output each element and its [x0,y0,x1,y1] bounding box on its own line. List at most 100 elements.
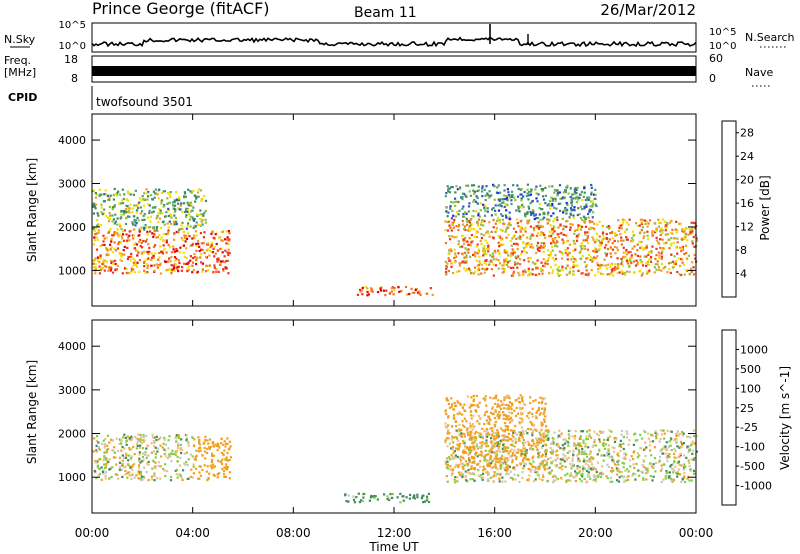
radar-cell [178,196,181,199]
radar-cell [206,451,209,455]
radar-cell [486,192,489,195]
radar-cell [542,475,545,479]
radar-cell [586,236,589,239]
radar-cell [549,471,552,474]
radar-cell [607,227,610,230]
radar-cell [139,473,142,476]
radar-cell [453,256,456,260]
radar-cell [624,256,627,259]
radar-cell [612,267,615,270]
radar-cell [388,498,391,502]
radar-cell [497,403,500,406]
radar-cell [469,422,472,425]
radar-cell [517,271,520,274]
colorbar-tick-label: 1000 [740,343,768,356]
radar-cell [484,204,487,207]
noise-panel: N.Sky 10^5 10^0 10^5 10^0 N.Search [4,20,795,53]
radar-cell [679,432,682,436]
radar-cell [107,447,110,451]
radar-cell [472,404,475,407]
radar-cell [515,242,518,245]
radar-cell [616,271,619,274]
radar-cell [494,230,497,234]
radar-cell [447,437,450,440]
radar-cell [487,479,490,482]
radar-cell [535,274,538,277]
colorbar-tick-label: 100 [740,382,761,395]
radar-cell [503,396,506,399]
radar-cell [206,447,209,450]
radar-cell [663,432,666,435]
radar-cell [203,446,206,450]
radar-cell [461,465,464,469]
radar-cell [167,244,170,247]
radar-cell [172,264,175,267]
radar-cell [638,224,641,227]
radar-cell [687,233,690,236]
radar-cell [92,259,95,262]
radar-cell [551,185,554,188]
radar-cell [170,251,173,254]
radar-cell [458,434,461,437]
radar-cell [521,441,524,444]
radar-cell [459,429,462,432]
velocity-ylabel: Slant Range [km] [25,360,39,464]
radar-cell [140,470,143,474]
radar-cell [611,242,614,245]
radar-cell [205,249,208,252]
radar-cell [607,448,610,451]
radar-cell [165,241,168,244]
radar-cell [146,267,149,270]
radar-cell [544,451,547,454]
radar-cell [659,238,662,241]
radar-cell [491,447,494,450]
radar-cell [123,447,126,450]
radar-cell [511,440,514,443]
radar-cell [510,202,513,206]
radar-cell [116,247,120,250]
radar-cell [210,467,213,470]
radar-cell [489,449,492,452]
radar-cell [503,434,506,437]
radar-cell [543,408,546,411]
radar-cell [459,186,462,189]
noise-right-tick-bottom: 10^0 [709,41,736,52]
radar-cell [465,420,468,423]
radar-cell [549,447,552,450]
radar-cell [178,464,181,467]
radar-cell [691,230,694,233]
radar-cell [577,442,580,445]
radar-cell [561,265,564,268]
radar-cell [450,262,453,265]
radar-cell [136,440,140,443]
radar-cell [528,411,531,414]
radar-cell [652,466,655,469]
radar-cell [473,252,476,255]
radar-cell [523,228,526,231]
radar-cell [154,453,157,456]
radar-cell [452,220,455,224]
radar-cell [468,229,471,232]
radar-cell [573,191,577,194]
radar-cell [467,205,471,208]
radar-cell [672,260,675,263]
radar-cell [117,477,120,480]
radar-cell [662,447,665,450]
radar-cell [625,260,629,263]
radar-cell [671,232,674,235]
radar-cell [626,262,630,265]
radar-cell [552,269,555,272]
radar-cell [668,476,671,479]
radar-cell [542,232,545,235]
radar-cell [204,457,207,460]
radar-cell [579,250,582,253]
radar-cell [474,200,478,203]
radar-cell [554,197,557,200]
radar-cell [564,474,567,477]
radar-cell [482,397,485,400]
radar-cell [553,431,556,434]
radar-cell [531,273,534,276]
radar-cell [95,236,98,239]
radar-cell [221,467,224,471]
radar-cell [554,450,557,453]
